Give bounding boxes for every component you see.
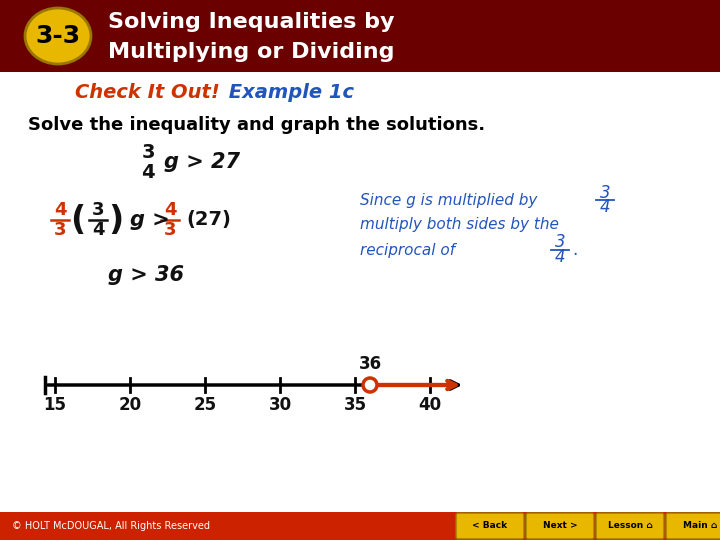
Text: g > 36: g > 36 <box>108 265 184 285</box>
Text: (: ( <box>71 204 86 237</box>
Text: 3: 3 <box>554 233 565 251</box>
Text: g > 27: g > 27 <box>164 152 240 172</box>
Text: 4: 4 <box>554 248 565 266</box>
Text: Multiplying or Dividing: Multiplying or Dividing <box>108 42 395 62</box>
Text: 20: 20 <box>118 396 142 414</box>
Text: 36: 36 <box>359 355 382 373</box>
FancyBboxPatch shape <box>526 513 594 539</box>
Text: 3: 3 <box>91 201 104 219</box>
Text: 4: 4 <box>600 198 611 216</box>
Text: Solve the inequality and graph the solutions.: Solve the inequality and graph the solut… <box>28 116 485 134</box>
Text: g >: g > <box>130 210 170 230</box>
Text: 35: 35 <box>343 396 366 414</box>
Text: 3: 3 <box>141 143 155 161</box>
Text: 4: 4 <box>54 201 66 219</box>
FancyBboxPatch shape <box>456 513 524 539</box>
Text: 4: 4 <box>91 221 104 239</box>
Text: Since g is multiplied by: Since g is multiplied by <box>360 192 537 207</box>
Text: 4: 4 <box>141 163 155 181</box>
Ellipse shape <box>25 8 91 64</box>
Text: .: . <box>572 241 577 259</box>
Text: Main ⌂: Main ⌂ <box>683 522 717 530</box>
Bar <box>0 0 720 72</box>
Text: 4: 4 <box>163 201 176 219</box>
Text: Next >: Next > <box>543 522 577 530</box>
Text: Example 1c: Example 1c <box>222 83 354 102</box>
Text: < Back: < Back <box>472 522 508 530</box>
Bar <box>0 512 720 540</box>
Text: Solving Inequalities by: Solving Inequalities by <box>108 12 395 32</box>
Text: 40: 40 <box>418 396 441 414</box>
Text: Check It Out!: Check It Out! <box>76 83 220 102</box>
Text: reciprocal of: reciprocal of <box>360 242 455 258</box>
Text: 3: 3 <box>163 221 176 239</box>
Text: 30: 30 <box>269 396 292 414</box>
Text: multiply both sides by the: multiply both sides by the <box>360 218 559 233</box>
Text: ): ) <box>109 204 124 237</box>
Text: Lesson ⌂: Lesson ⌂ <box>608 522 652 530</box>
Text: 3: 3 <box>600 184 611 202</box>
FancyBboxPatch shape <box>596 513 664 539</box>
FancyBboxPatch shape <box>666 513 720 539</box>
Text: © HOLT McDOUGAL, All Rights Reserved: © HOLT McDOUGAL, All Rights Reserved <box>12 521 210 531</box>
Text: (27): (27) <box>186 211 231 229</box>
Text: 15: 15 <box>43 396 66 414</box>
Text: 25: 25 <box>194 396 217 414</box>
Text: 3: 3 <box>54 221 66 239</box>
Text: 3-3: 3-3 <box>35 24 81 48</box>
Circle shape <box>363 378 377 392</box>
